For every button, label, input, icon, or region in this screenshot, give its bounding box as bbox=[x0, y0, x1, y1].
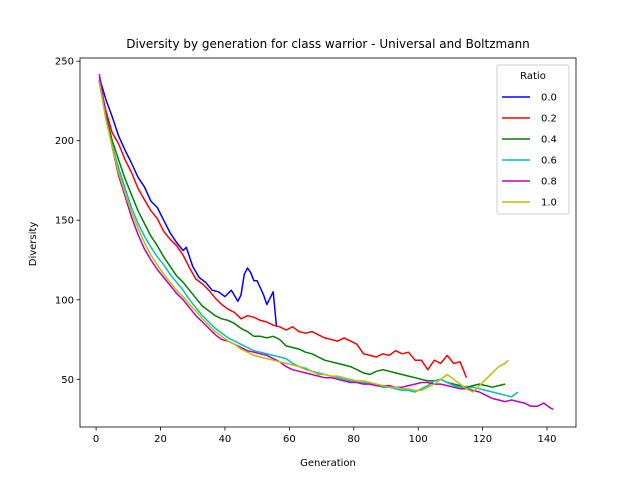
legend: Ratio 0.0 0.2 0.4 0.6 0.8 1.0 bbox=[496, 64, 570, 215]
series-line-0.0 bbox=[98, 76, 278, 327]
series-line-0.2 bbox=[98, 80, 468, 378]
x-tick-label: 140 bbox=[537, 434, 556, 445]
legend-label-0.8: 0.8 bbox=[541, 177, 557, 188]
x-tick-label: 120 bbox=[473, 434, 492, 445]
series-line-0.8 bbox=[98, 73, 554, 411]
y-tick-label: 250 bbox=[55, 57, 74, 68]
x-tick-label: 60 bbox=[283, 434, 296, 445]
y-tick-label: 200 bbox=[55, 136, 74, 147]
y-tick-label: 150 bbox=[55, 216, 74, 227]
plot-lines bbox=[98, 73, 554, 411]
legend-label-0.0: 0.0 bbox=[541, 93, 557, 104]
legend-label-0.4: 0.4 bbox=[541, 135, 557, 146]
legend-label-0.2: 0.2 bbox=[541, 114, 557, 125]
legend-label-0.6: 0.6 bbox=[541, 156, 557, 167]
x-tick-label: 20 bbox=[154, 434, 167, 445]
y-tick-label: 50 bbox=[61, 375, 74, 386]
y-tick-label: 100 bbox=[55, 295, 74, 306]
series-line-1.0 bbox=[98, 81, 509, 393]
x-tick-label: 80 bbox=[347, 434, 360, 445]
chart-title: Diversity by generation for class warrio… bbox=[126, 37, 530, 51]
legend-box bbox=[496, 64, 570, 215]
axes: 0 20 40 60 80 100 120 140 50 100 150 200 250 bbox=[55, 57, 577, 445]
x-tick-label: 100 bbox=[409, 434, 428, 445]
x-tick-label: 40 bbox=[219, 434, 232, 445]
x-tick-label: 0 bbox=[93, 434, 99, 445]
legend-title: Ratio bbox=[520, 71, 546, 82]
x-axis-label: Generation bbox=[300, 458, 356, 469]
legend-label-1.0: 1.0 bbox=[541, 198, 557, 209]
y-axis-label: Diversity bbox=[28, 222, 39, 267]
plot-frame bbox=[79, 57, 577, 428]
